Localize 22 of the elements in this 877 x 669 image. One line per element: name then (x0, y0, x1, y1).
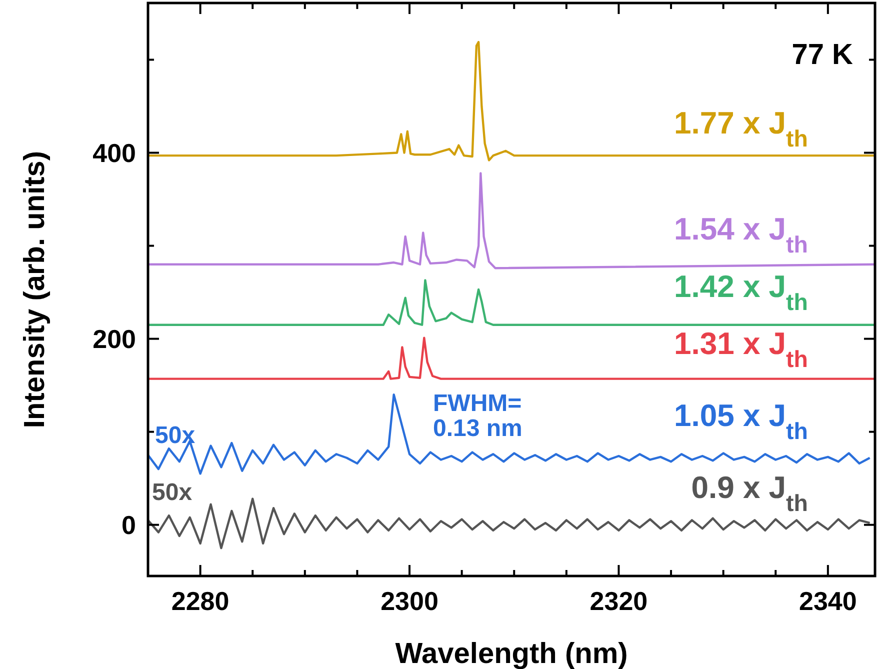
x-axis-title: Wavelength (nm) (395, 638, 628, 669)
annotation: 50x (155, 422, 196, 449)
series-label: 0.9 x J$_{th}$ (691, 470, 808, 516)
series-label: 1.05 x J$_{th}$ (674, 398, 808, 444)
y-tick-label: 400 (92, 138, 136, 168)
annotation: 77 K (792, 39, 854, 71)
y-axis-title: Intensity (arb. units) (19, 150, 51, 428)
annotation: FWHM= 0.13 nm (433, 390, 522, 442)
y-tick-label: 200 (92, 324, 136, 354)
x-tick-label: 2300 (380, 586, 438, 616)
series-label: 1.54 x J$_{th}$ (674, 211, 808, 258)
x-tick-label: 2280 (171, 586, 230, 616)
x-tick-label: 2320 (590, 586, 648, 616)
series-label: 1.42 x J$_{th}$ (674, 268, 808, 315)
line-series (148, 394, 871, 475)
annotation: 50x (152, 479, 193, 506)
y-tick-label: 0 (122, 510, 136, 540)
line-series (148, 40, 875, 162)
x-tick-label: 2340 (799, 586, 857, 616)
line-series (148, 172, 875, 270)
series-label: 1.77 x J$_{th}$ (674, 106, 808, 152)
series-label: 1.31 x J$_{th}$ (674, 326, 808, 372)
